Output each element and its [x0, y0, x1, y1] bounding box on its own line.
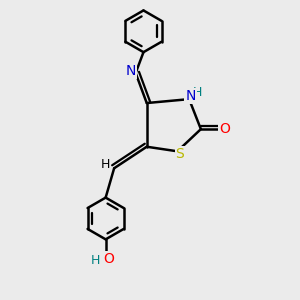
Text: O: O [220, 122, 230, 136]
Text: H: H [100, 158, 110, 171]
Text: O: O [103, 252, 114, 266]
Text: N: N [125, 64, 136, 78]
Text: S: S [176, 147, 184, 161]
Text: N: N [185, 89, 196, 103]
Text: H: H [193, 86, 202, 99]
Text: H: H [91, 254, 100, 267]
